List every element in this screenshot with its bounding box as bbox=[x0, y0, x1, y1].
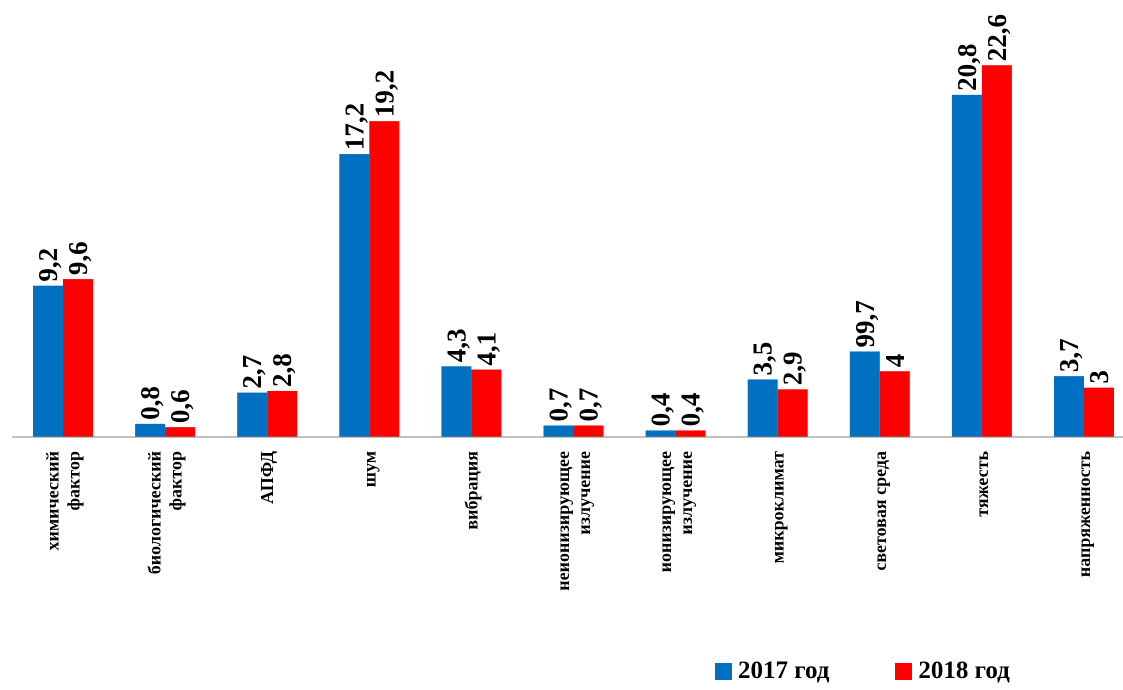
bar-2017-АПФД bbox=[237, 392, 268, 437]
legend-swatch-2017 bbox=[715, 662, 732, 680]
bars-group bbox=[33, 65, 1114, 437]
category-label-неионизирующее-излучение-line1: неионизирующее bbox=[553, 451, 573, 591]
value-label-2018-вибрация: 4,1 bbox=[471, 332, 501, 366]
category-label-химический-фактор-line1: химический bbox=[43, 451, 63, 550]
value-label-2018-химический-фактор: 9,6 bbox=[63, 241, 93, 275]
value-label-2018-АПФД: 2,8 bbox=[267, 353, 297, 387]
value-label-2017-вибрация: 4,3 bbox=[441, 329, 471, 363]
category-label-тяжесть: тяжесть bbox=[972, 451, 992, 517]
legend-label-2017: 2017 год bbox=[738, 657, 830, 684]
bar-2017-тяжесть bbox=[951, 94, 982, 437]
value-label-2018-шум: 19,2 bbox=[369, 70, 399, 117]
bar-2017-биологический-фактор bbox=[135, 423, 166, 437]
category-label-шум: шум bbox=[359, 451, 379, 487]
bar-2017-напряженность bbox=[1054, 376, 1084, 437]
value-label-2017-микроклимат: 3,5 bbox=[748, 342, 778, 376]
category-label-биологический-фактор-line2: фактор bbox=[166, 451, 186, 510]
category-label-АПФД: АПФД bbox=[257, 450, 277, 503]
category-labels-group: химический фактор биологический фактор АПФД ш… bbox=[43, 450, 1095, 590]
bar-2017-неионизирующее-излучение bbox=[543, 425, 574, 437]
value-label-2017-тяжесть: 20,8 bbox=[952, 44, 982, 91]
category-label-световая-среда: световая среда bbox=[870, 451, 890, 571]
legend-item-2018: 2018 год bbox=[895, 657, 1010, 685]
legend: 2017 год 2018 год bbox=[715, 656, 1076, 686]
bar-2018-микроклимат bbox=[777, 389, 808, 437]
bar-2017-ионизирующее-излучение bbox=[645, 430, 676, 437]
value-labels-group: 9,2 9,6 0,8 0,6 2,7 2,8 17,219,2 4,3 4,1 0,7 0,7 0,… bbox=[33, 14, 1114, 426]
bar-2017-шум bbox=[339, 154, 370, 437]
category-label-ионизирующее-излучение-line1: ионизирующее bbox=[655, 451, 675, 572]
category-label-биологический-фактор-line1: биологический bbox=[145, 451, 165, 574]
category-label-микроклимат: микроклимат bbox=[768, 451, 788, 564]
value-label-2018-биологический-фактор: 0,6 bbox=[165, 389, 195, 423]
bar-2018-шум bbox=[369, 121, 400, 437]
value-label-2018-тяжесть: 22,6 bbox=[982, 14, 1012, 61]
value-label-2017-неионизирующее-излучение: 0,7 bbox=[544, 388, 574, 422]
bar-2017-световая-среда bbox=[849, 351, 880, 437]
bar-2017-микроклимат bbox=[747, 379, 778, 437]
bar-2018-биологический-фактор bbox=[165, 427, 196, 437]
bar-2017-вибрация bbox=[441, 366, 472, 437]
category-label-ионизирующее-излучение-line2: излучение bbox=[676, 451, 696, 535]
bar-2018-напряженность bbox=[1084, 387, 1114, 437]
bar-2018-вибрация bbox=[471, 369, 502, 437]
category-label-напряженность: напряженность bbox=[1074, 451, 1094, 578]
bar-2018-химический-фактор bbox=[63, 279, 93, 437]
bar-2018-неионизирующее-излучение bbox=[573, 425, 604, 437]
value-label-2018-напряженность: 3 bbox=[1084, 370, 1114, 384]
legend-label-2018: 2018 год bbox=[918, 657, 1010, 684]
legend-swatch-2018 bbox=[895, 662, 913, 680]
value-label-2017-биологический-фактор: 0,8 bbox=[135, 386, 165, 420]
value-label-2017-химический-фактор: 9,2 bbox=[33, 248, 63, 282]
bar-2018-световая-среда bbox=[879, 371, 910, 437]
value-label-2017-ионизирующее-излучение: 0,4 bbox=[646, 393, 676, 427]
bar-2017-химический-фактор bbox=[33, 285, 63, 437]
value-label-2017-световая-среда: 99,7 bbox=[850, 300, 880, 347]
value-label-2017-АПФД: 2,7 bbox=[237, 355, 267, 389]
value-label-2017-напряженность: 3,7 bbox=[1054, 338, 1084, 372]
category-label-химический-фактор-line2: фактор bbox=[64, 451, 84, 510]
value-label-2018-ионизирующее-излучение: 0,4 bbox=[676, 393, 706, 427]
bar-2018-ионизирующее-излучение bbox=[675, 430, 706, 437]
category-label-вибрация: вибрация bbox=[461, 451, 481, 530]
bar-2018-тяжесть bbox=[981, 65, 1012, 437]
value-label-2018-микроклимат: 2,9 bbox=[778, 352, 808, 386]
legend-item-2017: 2017 год bbox=[715, 657, 829, 685]
value-label-2018-неионизирующее-излучение: 0,7 bbox=[574, 388, 604, 422]
category-label-неионизирующее-излучение-line2: излучение bbox=[574, 451, 594, 535]
value-label-2017-шум: 17,2 bbox=[339, 103, 369, 150]
bar-2018-АПФД bbox=[267, 390, 298, 437]
value-label-2018-световая-среда: 4 bbox=[880, 354, 910, 368]
